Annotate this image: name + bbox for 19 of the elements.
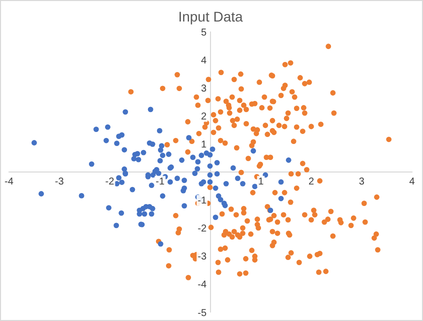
x-tick-label: -1 xyxy=(156,176,166,188)
chart-title: Input Data xyxy=(178,8,244,24)
x-tick-label: -2 xyxy=(105,176,115,188)
y-tick-label: 1 xyxy=(200,140,207,151)
y-tick-label: -4 xyxy=(198,280,207,291)
y-tick-label: -2 xyxy=(198,224,207,235)
x-tick-label: -3 xyxy=(54,176,64,188)
y-tick-label: -3 xyxy=(198,252,207,263)
x-tick-label: 2 xyxy=(308,176,314,188)
x-tick-label: 3 xyxy=(358,176,365,188)
y-tick-label: 2 xyxy=(200,112,207,123)
x-tick-label: 4 xyxy=(409,176,416,188)
y-tick-label: -1 xyxy=(198,196,207,207)
x-tick-label: 1 xyxy=(258,176,264,188)
y-tick-label: 3 xyxy=(200,84,207,95)
y-tick-label: 5 xyxy=(200,28,207,39)
y-tick-label: 4 xyxy=(200,56,207,67)
y-tick-label: -5 xyxy=(198,308,207,319)
x-tick-label: -4 xyxy=(4,176,14,188)
